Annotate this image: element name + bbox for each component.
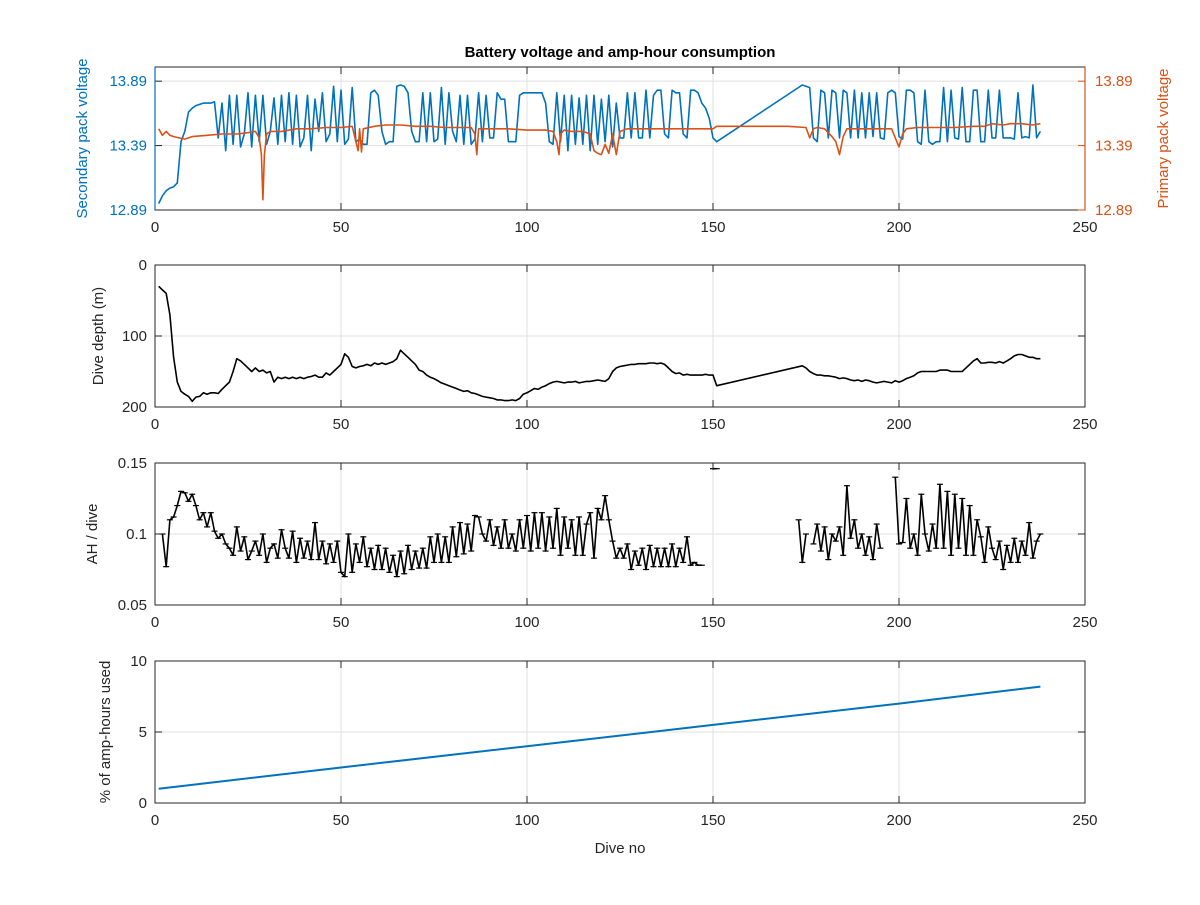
- y-tick-label: 200: [122, 399, 147, 416]
- x-tick-label: 150: [700, 614, 725, 631]
- figure-title: Battery voltage and amp-hour consumption: [465, 44, 776, 61]
- x-tick-label: 150: [700, 219, 725, 236]
- series-line-primary: [158, 122, 1041, 201]
- series-line-depth: [158, 285, 1041, 403]
- y-right-tick-label: 12.89: [1095, 202, 1133, 219]
- x-tick-label: 50: [333, 219, 350, 236]
- series-line-ah-seg5: [894, 477, 1042, 571]
- series-line-ah-seg1: [161, 490, 702, 578]
- x-tick-label: 250: [1072, 219, 1097, 236]
- y-tick-label: 0.05: [118, 597, 147, 614]
- x-tick-label: 150: [700, 416, 725, 433]
- y-axis-label: AH / dive: [84, 504, 101, 565]
- plots-layer: 0 50 100 150 200 25012.8913.3913.8912.8913.39…: [74, 58, 1172, 857]
- y-tick-label: 12.89: [109, 202, 147, 219]
- y-tick-label: 0: [139, 795, 147, 812]
- series-layer: [158, 685, 1041, 790]
- x-tick-label: 200: [886, 416, 911, 433]
- x-axis-label: Dive no: [595, 840, 646, 857]
- y-tick-label: 13.39: [109, 138, 147, 155]
- x-tick-label: 0: [151, 812, 159, 829]
- y-tick-label: 5: [139, 724, 147, 741]
- y-tick-label: 0.1: [126, 526, 147, 543]
- y-axis-label: Secondary pack voltage: [74, 58, 91, 218]
- y-tick-label: 0.15: [118, 455, 147, 472]
- x-tick-label: 0: [151, 219, 159, 236]
- y-right-tick-label: 13.39: [1095, 138, 1133, 155]
- series-layer: [159, 467, 1044, 578]
- x-tick-label: 0: [151, 416, 159, 433]
- y-tick-label: 0: [139, 257, 147, 274]
- y-tick-label: 13.89: [109, 73, 147, 90]
- series-line-pct: [158, 685, 1041, 790]
- x-tick-label: 200: [886, 614, 911, 631]
- x-tick-label: 150: [700, 812, 725, 829]
- subplot-2: 0 50 100 150 200 250 0 100 200 Dive depth (m): [90, 257, 1098, 433]
- x-tick-label: 50: [333, 614, 350, 631]
- y-right-axis-label: Primary pack voltage: [1155, 68, 1172, 208]
- x-tick-label: 250: [1072, 614, 1097, 631]
- subplot-1: 0 50 100 150 200 25012.8913.3913.8912.8913.39…: [74, 58, 1172, 236]
- x-tick-label: 0: [151, 614, 159, 631]
- x-tick-label: 250: [1072, 416, 1097, 433]
- y-tick-label: 10: [130, 653, 147, 670]
- y-right-tick-label: 13.89: [1095, 73, 1133, 90]
- x-tick-label: 50: [333, 812, 350, 829]
- series-layer: [158, 285, 1041, 403]
- x-tick-label: 100: [514, 416, 539, 433]
- y-axis-label: % of amp-hours used: [97, 661, 114, 804]
- x-tick-label: 50: [333, 416, 350, 433]
- x-tick-label: 100: [514, 614, 539, 631]
- x-tick-label: 200: [886, 812, 911, 829]
- y-tick-label: 100: [122, 328, 147, 345]
- x-tick-label: 100: [514, 812, 539, 829]
- x-tick-label: 200: [886, 219, 911, 236]
- subplot-4: 0 50 100 150 200 250 0 5 10 % of amp-hours used Di…: [97, 653, 1098, 857]
- series-line-secondary: [157, 84, 1042, 204]
- x-tick-label: 100: [514, 219, 539, 236]
- y-axis-label: Dive depth (m): [90, 287, 107, 385]
- series-layer: [157, 84, 1042, 204]
- subplot-3: 0 50 100 150 200 250 0.05 0.1 0.15 AH / dive: [84, 455, 1098, 631]
- x-tick-label: 250: [1072, 812, 1097, 829]
